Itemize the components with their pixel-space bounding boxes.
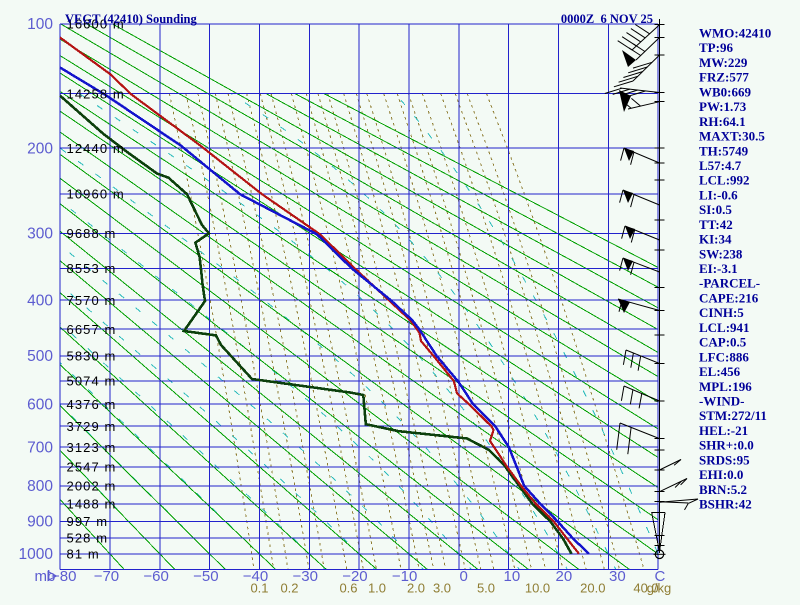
svg-text:4376 m: 4376 m [67, 397, 117, 412]
svg-text:CINH:5: CINH:5 [699, 305, 744, 320]
svg-text:20: 20 [556, 568, 573, 585]
svg-text:400: 400 [27, 292, 53, 309]
svg-text:0000Z 6 NOV 25: 0000Z 6 NOV 25 [561, 12, 653, 26]
svg-text:−70: −70 [94, 568, 119, 585]
svg-text:-PARCEL-: -PARCEL- [699, 276, 760, 291]
svg-text:MAXT:30.5: MAXT:30.5 [699, 129, 765, 144]
svg-text:−60: −60 [143, 568, 168, 585]
svg-text:LCL:992: LCL:992 [699, 173, 750, 188]
svg-text:−30: −30 [293, 568, 318, 585]
svg-text:1.0: 1.0 [368, 581, 386, 596]
svg-text:BRN:5.2: BRN:5.2 [699, 482, 747, 497]
svg-text:600: 600 [27, 396, 53, 413]
svg-text:0.6: 0.6 [339, 581, 357, 596]
svg-text:TT:42: TT:42 [699, 217, 733, 232]
svg-text:SI:0.5: SI:0.5 [699, 202, 732, 217]
svg-text:10960 m: 10960 m [67, 187, 125, 202]
svg-text:300: 300 [27, 226, 53, 243]
svg-text:0.1: 0.1 [250, 581, 268, 596]
svg-text:−10: −10 [392, 568, 417, 585]
svg-text:SRDS:95: SRDS:95 [699, 452, 750, 467]
svg-text:2.0: 2.0 [407, 581, 425, 596]
svg-text:0: 0 [460, 568, 468, 585]
svg-text:WMO:42410: WMO:42410 [699, 26, 771, 41]
svg-text:BSHR:42: BSHR:42 [699, 497, 752, 512]
svg-text:L57:4.7: L57:4.7 [699, 158, 742, 173]
svg-text:900: 900 [27, 514, 53, 531]
svg-text:g/kg: g/kg [647, 581, 672, 596]
svg-text:16600 m: 16600 m [67, 17, 125, 32]
svg-text:TH:5749: TH:5749 [699, 143, 749, 158]
svg-text:9688 m: 9688 m [67, 226, 117, 241]
svg-text:MW:229: MW:229 [699, 55, 748, 70]
svg-text:EI:-3.1: EI:-3.1 [699, 261, 738, 276]
svg-text:LI:-0.6: LI:-0.6 [699, 187, 738, 202]
svg-text:40.0: 40.0 [633, 581, 658, 596]
svg-text:−20: −20 [342, 568, 367, 585]
svg-text:5.0: 5.0 [477, 581, 495, 596]
svg-text:700: 700 [27, 439, 53, 456]
svg-text:5074 m: 5074 m [67, 374, 117, 389]
svg-text:997 m: 997 m [67, 514, 109, 529]
svg-text:3729 m: 3729 m [67, 419, 117, 434]
svg-text:2547 m: 2547 m [67, 460, 117, 475]
svg-text:CAPE:216: CAPE:216 [699, 291, 759, 306]
svg-text:500: 500 [27, 348, 53, 365]
svg-text:8553 m: 8553 m [67, 261, 117, 276]
svg-text:HEL:-21: HEL:-21 [699, 423, 748, 438]
svg-text:LFC:886: LFC:886 [699, 349, 749, 364]
svg-text:MPL:196: MPL:196 [699, 379, 752, 394]
svg-text:−50: −50 [193, 568, 218, 585]
svg-text:10.0: 10.0 [525, 581, 550, 596]
svg-text:WB0:669: WB0:669 [699, 84, 752, 99]
svg-text:CAP:0.5: CAP:0.5 [699, 335, 747, 350]
svg-text:10: 10 [504, 568, 521, 585]
svg-text:−40: −40 [243, 568, 268, 585]
svg-text:800: 800 [27, 478, 53, 495]
svg-text:81 m: 81 m [67, 547, 100, 562]
svg-text:7570 m: 7570 m [67, 293, 117, 308]
svg-text:TP:96: TP:96 [699, 40, 733, 55]
svg-text:30: 30 [609, 568, 626, 585]
svg-text:VEGT (42410) Sounding: VEGT (42410) Sounding [65, 12, 198, 26]
svg-text:C: C [655, 568, 666, 585]
svg-text:3.0: 3.0 [433, 581, 451, 596]
svg-text:200: 200 [27, 140, 53, 157]
svg-text:−80: −80 [51, 568, 76, 585]
svg-text:FRZ:577: FRZ:577 [699, 70, 749, 85]
svg-text:100: 100 [27, 16, 53, 33]
svg-text:2002 m: 2002 m [67, 479, 117, 494]
svg-text:-WIND-: -WIND- [699, 394, 745, 409]
svg-text:RH:64.1: RH:64.1 [699, 114, 746, 129]
svg-text:SHR+:0.0: SHR+:0.0 [699, 438, 754, 453]
svg-text:LCL:941: LCL:941 [699, 320, 750, 335]
svg-text:528 m: 528 m [67, 531, 109, 546]
svg-text:5830 m: 5830 m [67, 349, 117, 364]
svg-text:PW:1.73: PW:1.73 [699, 99, 747, 114]
svg-text:SW:238: SW:238 [699, 246, 743, 261]
svg-text:KI:34: KI:34 [699, 232, 732, 247]
svg-text:3123 m: 3123 m [67, 440, 117, 455]
svg-text:6657 m: 6657 m [67, 322, 117, 337]
svg-text:1488 m: 1488 m [67, 497, 117, 512]
svg-text:1000: 1000 [19, 546, 54, 563]
svg-text:12440 m: 12440 m [67, 141, 125, 156]
svg-text:mb: mb [35, 568, 56, 585]
svg-text:14258 m: 14258 m [67, 86, 125, 101]
svg-text:EHI:0.0: EHI:0.0 [699, 467, 743, 482]
svg-text:0.2: 0.2 [280, 581, 298, 596]
svg-text:EL:456: EL:456 [699, 364, 741, 379]
svg-text:20.0: 20.0 [580, 581, 605, 596]
svg-text:STM:272/11: STM:272/11 [699, 408, 767, 423]
